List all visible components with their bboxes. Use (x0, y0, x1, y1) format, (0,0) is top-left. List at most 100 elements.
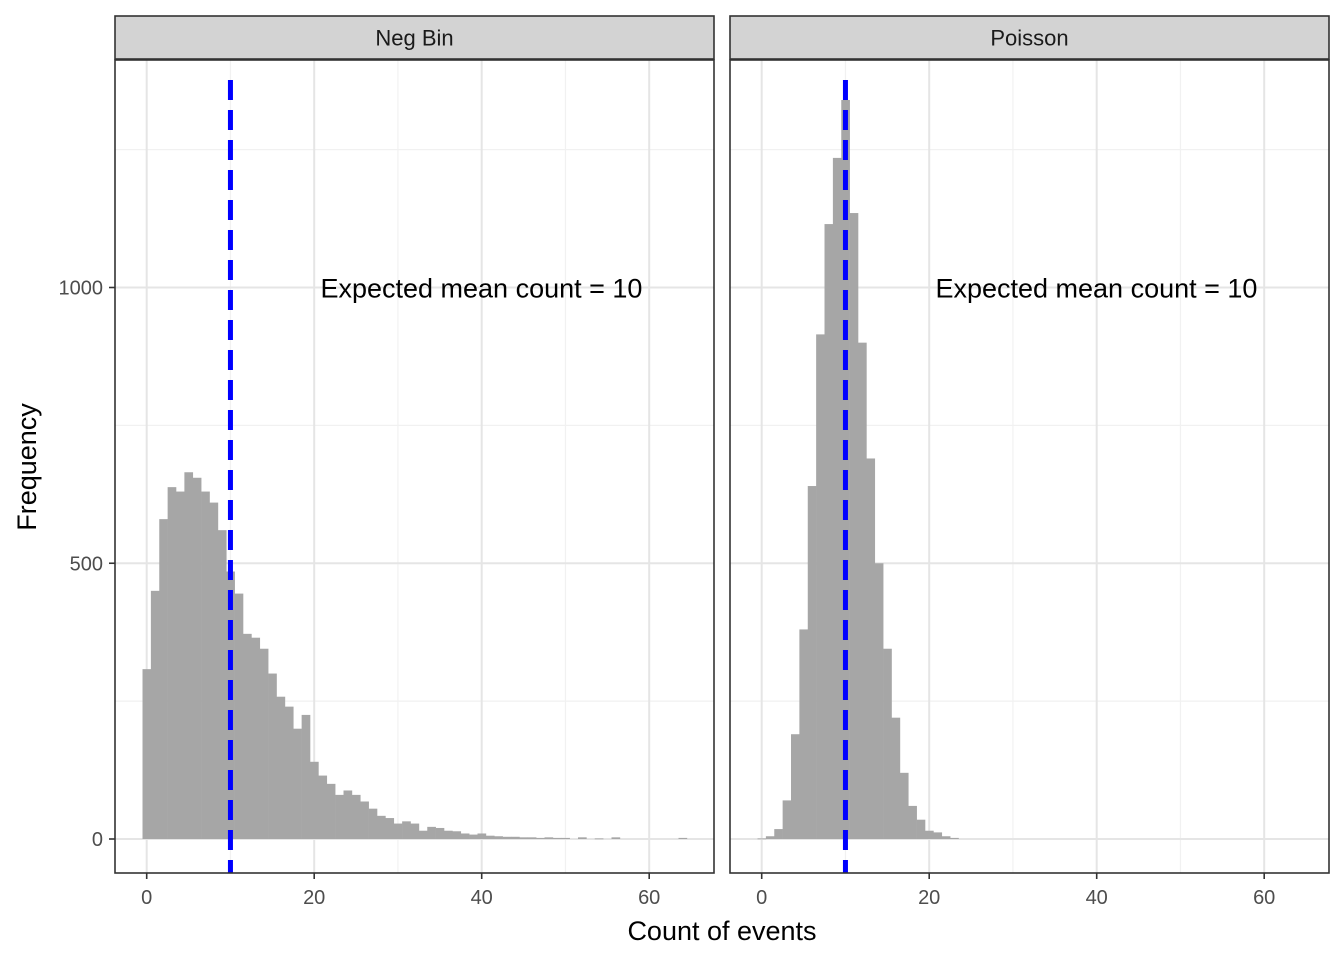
histogram-bar (765, 836, 775, 839)
histogram-bar (251, 637, 261, 839)
histogram-bar (477, 833, 487, 839)
histogram-bar (192, 477, 202, 839)
histogram-bar (527, 837, 537, 839)
histogram-bar (511, 836, 520, 839)
panel-border (729, 59, 1330, 874)
histogram-bar (841, 99, 850, 840)
histogram-bar (891, 717, 901, 839)
histogram-bar (435, 827, 445, 839)
histogram-bar (849, 213, 859, 840)
histogram-bar (594, 838, 604, 840)
x-tick-label: 40 (471, 887, 493, 909)
histogram-bar (933, 832, 943, 839)
histogram-bar (326, 783, 336, 839)
histogram-bar (377, 815, 386, 839)
histogram-bar (519, 837, 529, 839)
mean-annotation: Expected mean count = 10 (935, 274, 1257, 304)
histogram-bar (293, 728, 302, 839)
histogram-bar (402, 821, 411, 839)
x-tick-label: 40 (1086, 887, 1108, 909)
histogram-bar (824, 224, 834, 839)
panel-poisson: Poisson Expected mean count = 10 0 20 40 60 (729, 15, 1330, 909)
histogram-bar (899, 772, 909, 839)
histogram-bar (941, 836, 951, 839)
histogram-bar (284, 706, 294, 839)
histogram-bar (176, 491, 185, 839)
histogram-bar (485, 835, 495, 839)
histogram-bar (874, 563, 884, 839)
x-tick-label: 60 (1253, 887, 1275, 909)
histogram-bar (452, 831, 462, 839)
histogram-bar (544, 837, 554, 839)
histogram-bar (791, 734, 800, 839)
histogram-bar (393, 823, 403, 839)
histogram-bar (410, 823, 420, 839)
facet-label: Poisson (990, 26, 1068, 51)
histogram-bar (469, 834, 478, 839)
histogram-bar (460, 833, 470, 839)
histogram-bar (368, 808, 378, 839)
histogram-bar (184, 472, 194, 839)
facet-label: Neg Bin (375, 26, 453, 51)
histogram-bar (167, 487, 177, 839)
facet-strip (729, 15, 1330, 60)
panel-border (114, 59, 715, 874)
histogram-bar (858, 342, 867, 839)
histogram-bar (816, 334, 825, 839)
histogram-bar (427, 826, 436, 839)
histogram-bar (150, 590, 160, 839)
x-axis-title: Count of events (627, 916, 816, 946)
facet-strip (114, 15, 715, 60)
histogram-bar (335, 794, 344, 839)
x-tick-label: 0 (756, 887, 767, 909)
x-tick-label: 60 (638, 887, 660, 909)
histogram-bar (209, 502, 219, 839)
histogram-bar (234, 593, 244, 839)
histogram-bar (536, 837, 545, 839)
histogram-bar (832, 157, 842, 839)
histogram-bar (678, 837, 688, 839)
y-axis-title: Frequency (12, 403, 42, 531)
histogram-bar (774, 829, 783, 839)
histogram-bar (259, 648, 269, 839)
histogram-bar (217, 530, 227, 839)
y-tick-label: 1000 (59, 278, 104, 300)
histogram-bar (950, 837, 959, 839)
histogram-bar (782, 800, 792, 839)
histogram-bar (418, 830, 428, 839)
histogram-bar (552, 837, 562, 839)
histogram-bar (310, 761, 319, 839)
histogram-bar (226, 571, 235, 839)
histogram-bar (351, 794, 361, 839)
histogram-bar (494, 836, 503, 839)
histogram-bar (243, 633, 252, 839)
histogram-bar (866, 458, 876, 839)
histogram-bar (578, 837, 587, 839)
histogram-bar (159, 519, 168, 839)
histogram-bar (925, 830, 934, 839)
histogram-bar (301, 714, 311, 839)
histogram-bar (360, 801, 369, 839)
histogram-bar (268, 673, 277, 839)
histogram-bar (502, 836, 512, 839)
histogram-bar (757, 838, 767, 840)
histogram-bar (883, 648, 892, 839)
x-tick-label: 0 (141, 887, 152, 909)
x-tick-label: 20 (918, 887, 940, 909)
histogram-bar (385, 818, 395, 839)
histogram-bar (142, 669, 152, 839)
y-tick-label: 500 (70, 553, 103, 575)
mean-annotation: Expected mean count = 10 (320, 274, 642, 304)
histogram-bar (343, 790, 353, 839)
histogram-bar (916, 819, 926, 839)
histogram-bar (611, 837, 621, 839)
histogram-bar (807, 486, 817, 839)
histogram-bar (908, 805, 917, 839)
histogram-bar (799, 629, 809, 839)
histogram-bar (318, 775, 328, 839)
panel-neg-bin: Neg Bin Expected mean count = 10 0 20 40 60 (114, 15, 715, 909)
x-tick-label: 20 (303, 887, 325, 909)
y-tick-label: 0 (92, 829, 103, 851)
histogram-bar (276, 696, 286, 839)
